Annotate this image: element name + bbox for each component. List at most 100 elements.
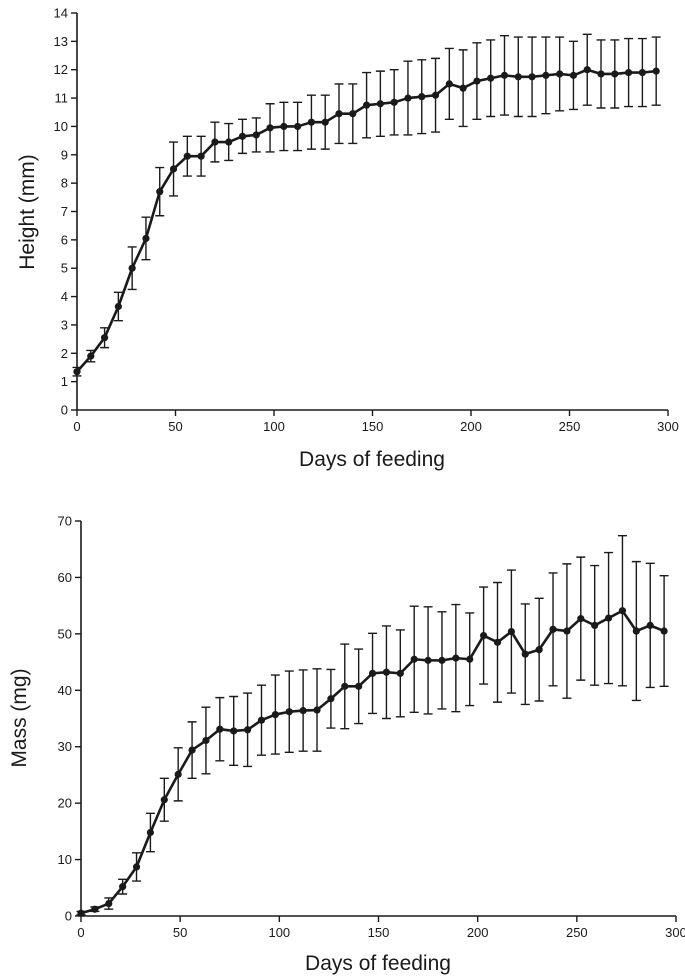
height-x-tick-label: 50 — [168, 419, 182, 434]
height-y-tick-label: 10 — [54, 119, 68, 134]
height-y-tick-label: 2 — [61, 346, 68, 361]
height-y-tick-label: 9 — [61, 147, 68, 162]
height-x-tick-label: 250 — [559, 419, 581, 434]
mass-data-point — [299, 707, 307, 715]
mass-data-point — [160, 796, 168, 804]
mass-data-point — [618, 607, 627, 615]
height-data-point — [404, 94, 412, 102]
mass-x-tick-label: 250 — [566, 925, 588, 940]
height-x-tick-label: 200 — [460, 419, 482, 434]
mass-data-point — [604, 614, 613, 622]
mass-y-tick-label: 10 — [58, 852, 72, 867]
height-data-point — [528, 73, 536, 81]
height-data-point — [597, 70, 605, 78]
mass-data-point — [521, 650, 529, 658]
height-data-point — [238, 132, 247, 140]
mass-data-point — [327, 695, 335, 703]
height-data-point — [128, 264, 136, 272]
mass-y-tick-label: 20 — [58, 796, 72, 811]
mass-y-tick-label: 30 — [58, 739, 72, 754]
mass-x-tick-label: 200 — [467, 925, 489, 940]
mass-data-point — [563, 627, 571, 635]
mass-axes: 0 10 20 30 40 50 60 70 0 50 100 150 200 250 300 — [58, 514, 685, 941]
mass-data-point — [271, 710, 279, 719]
height-data-point — [307, 118, 316, 126]
height-data-point — [87, 352, 95, 360]
mass-chart: 0 10 20 30 40 50 60 70 0 50 100 150 200 250 300 Days o… — [8, 514, 685, 976]
mass-x-tick-label: 50 — [173, 925, 187, 940]
mass-data-point — [355, 682, 363, 690]
height-data-point — [569, 71, 578, 79]
height-data-point — [473, 77, 481, 85]
height-y-tick-label: 5 — [61, 261, 68, 276]
height-y-tick-label: 4 — [61, 289, 68, 304]
height-data-point — [280, 122, 288, 131]
height-data-point — [556, 70, 564, 78]
height-data-point — [211, 138, 219, 146]
mass-data-point — [591, 621, 599, 629]
height-data-point — [418, 93, 426, 101]
mass-data-point — [105, 899, 113, 908]
height-data-point — [169, 165, 178, 173]
height-y-tick-label: 7 — [61, 204, 68, 219]
height-data-point — [252, 131, 260, 139]
mass-data-point — [396, 669, 404, 677]
height-data-point — [335, 110, 343, 118]
height-y-tick-label: 1 — [61, 374, 68, 389]
mass-data-point — [244, 726, 252, 734]
mass-y-tick-label: 50 — [58, 626, 72, 641]
mass-data-point — [382, 668, 391, 676]
height-x-tick-label: 150 — [362, 419, 384, 434]
mass-data-point — [368, 669, 377, 677]
height-data-point — [114, 302, 122, 311]
mass-data-point — [452, 654, 460, 662]
height-data-point — [183, 152, 191, 160]
height-y-tick-label: 3 — [61, 317, 68, 332]
mass-data-point — [313, 706, 321, 714]
height-data-point — [638, 68, 646, 77]
height-x-tick-label: 300 — [657, 419, 679, 434]
mass-data-point — [646, 621, 654, 629]
mass-x-tick-label: 0 — [77, 925, 84, 940]
height-data-point — [294, 122, 302, 131]
mass-data-point — [132, 863, 141, 871]
mass-data-point — [188, 746, 196, 754]
height-y-tick-label: 6 — [61, 232, 68, 247]
height-data-point — [459, 84, 467, 92]
mass-data-point — [119, 883, 127, 891]
mass-x-tick-label: 300 — [665, 925, 685, 940]
mass-data-point — [91, 905, 99, 913]
mass-data-marks — [76, 534, 669, 917]
mass-data-point — [577, 615, 585, 623]
height-data-marks — [72, 33, 661, 377]
height-x-tick-label: 0 — [73, 419, 80, 434]
height-x-tick-label: 100 — [263, 419, 285, 434]
height-y-tick-label: 11 — [55, 91, 69, 106]
mass-data-point — [174, 770, 182, 778]
mass-data-point — [507, 628, 515, 636]
height-y-tick-label: 14 — [54, 6, 68, 21]
mass-data-point — [146, 828, 155, 837]
height-y-tick-label: 0 — [61, 403, 68, 418]
mass-data-point — [438, 656, 446, 664]
mass-data-point — [410, 655, 418, 663]
height-data-point — [142, 234, 150, 243]
mass-data-point — [493, 638, 502, 646]
height-data-point — [100, 334, 109, 342]
height-data-point — [583, 66, 591, 74]
mass-data-point — [202, 736, 210, 745]
mass-x-tick-label: 100 — [268, 925, 290, 940]
mass-x-tick-label: 150 — [368, 925, 390, 940]
height-y-tick-label: 13 — [54, 34, 68, 49]
height-data-point — [390, 98, 398, 106]
height-data-point — [266, 124, 274, 132]
mass-data-point — [660, 627, 668, 635]
mass-data-point — [424, 656, 432, 664]
height-data-point — [445, 80, 453, 88]
mass-data-point — [216, 725, 224, 733]
mass-y-tick-label: 70 — [58, 514, 72, 529]
height-data-point — [431, 91, 440, 99]
height-data-point — [487, 74, 495, 82]
